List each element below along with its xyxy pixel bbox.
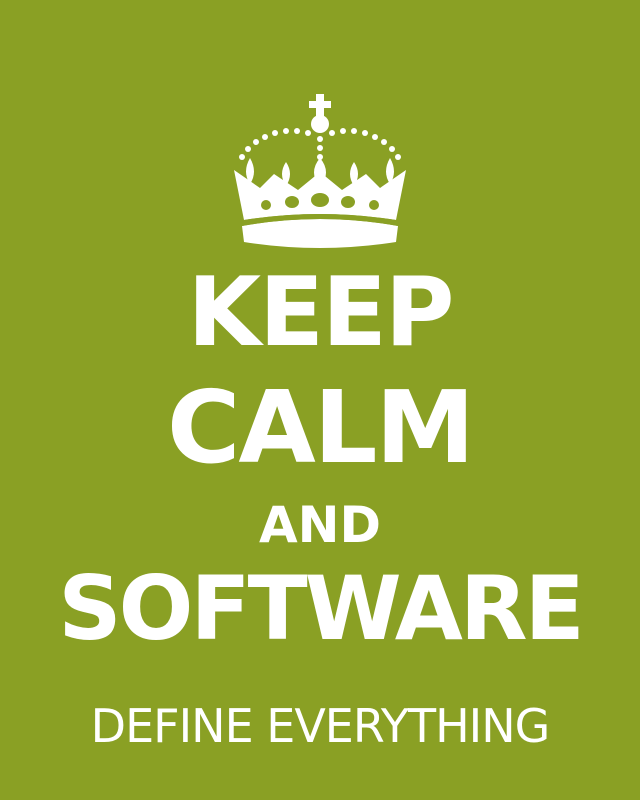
headline-calm: CALM [166,369,475,486]
headline-software: SOFTWARE [58,557,584,660]
connector-and: AND [258,496,382,554]
headline-keep: KEEP [187,258,454,368]
crown-icon [234,94,406,248]
tagline-define-everything: DEFINE EVERYTHING [90,699,551,753]
